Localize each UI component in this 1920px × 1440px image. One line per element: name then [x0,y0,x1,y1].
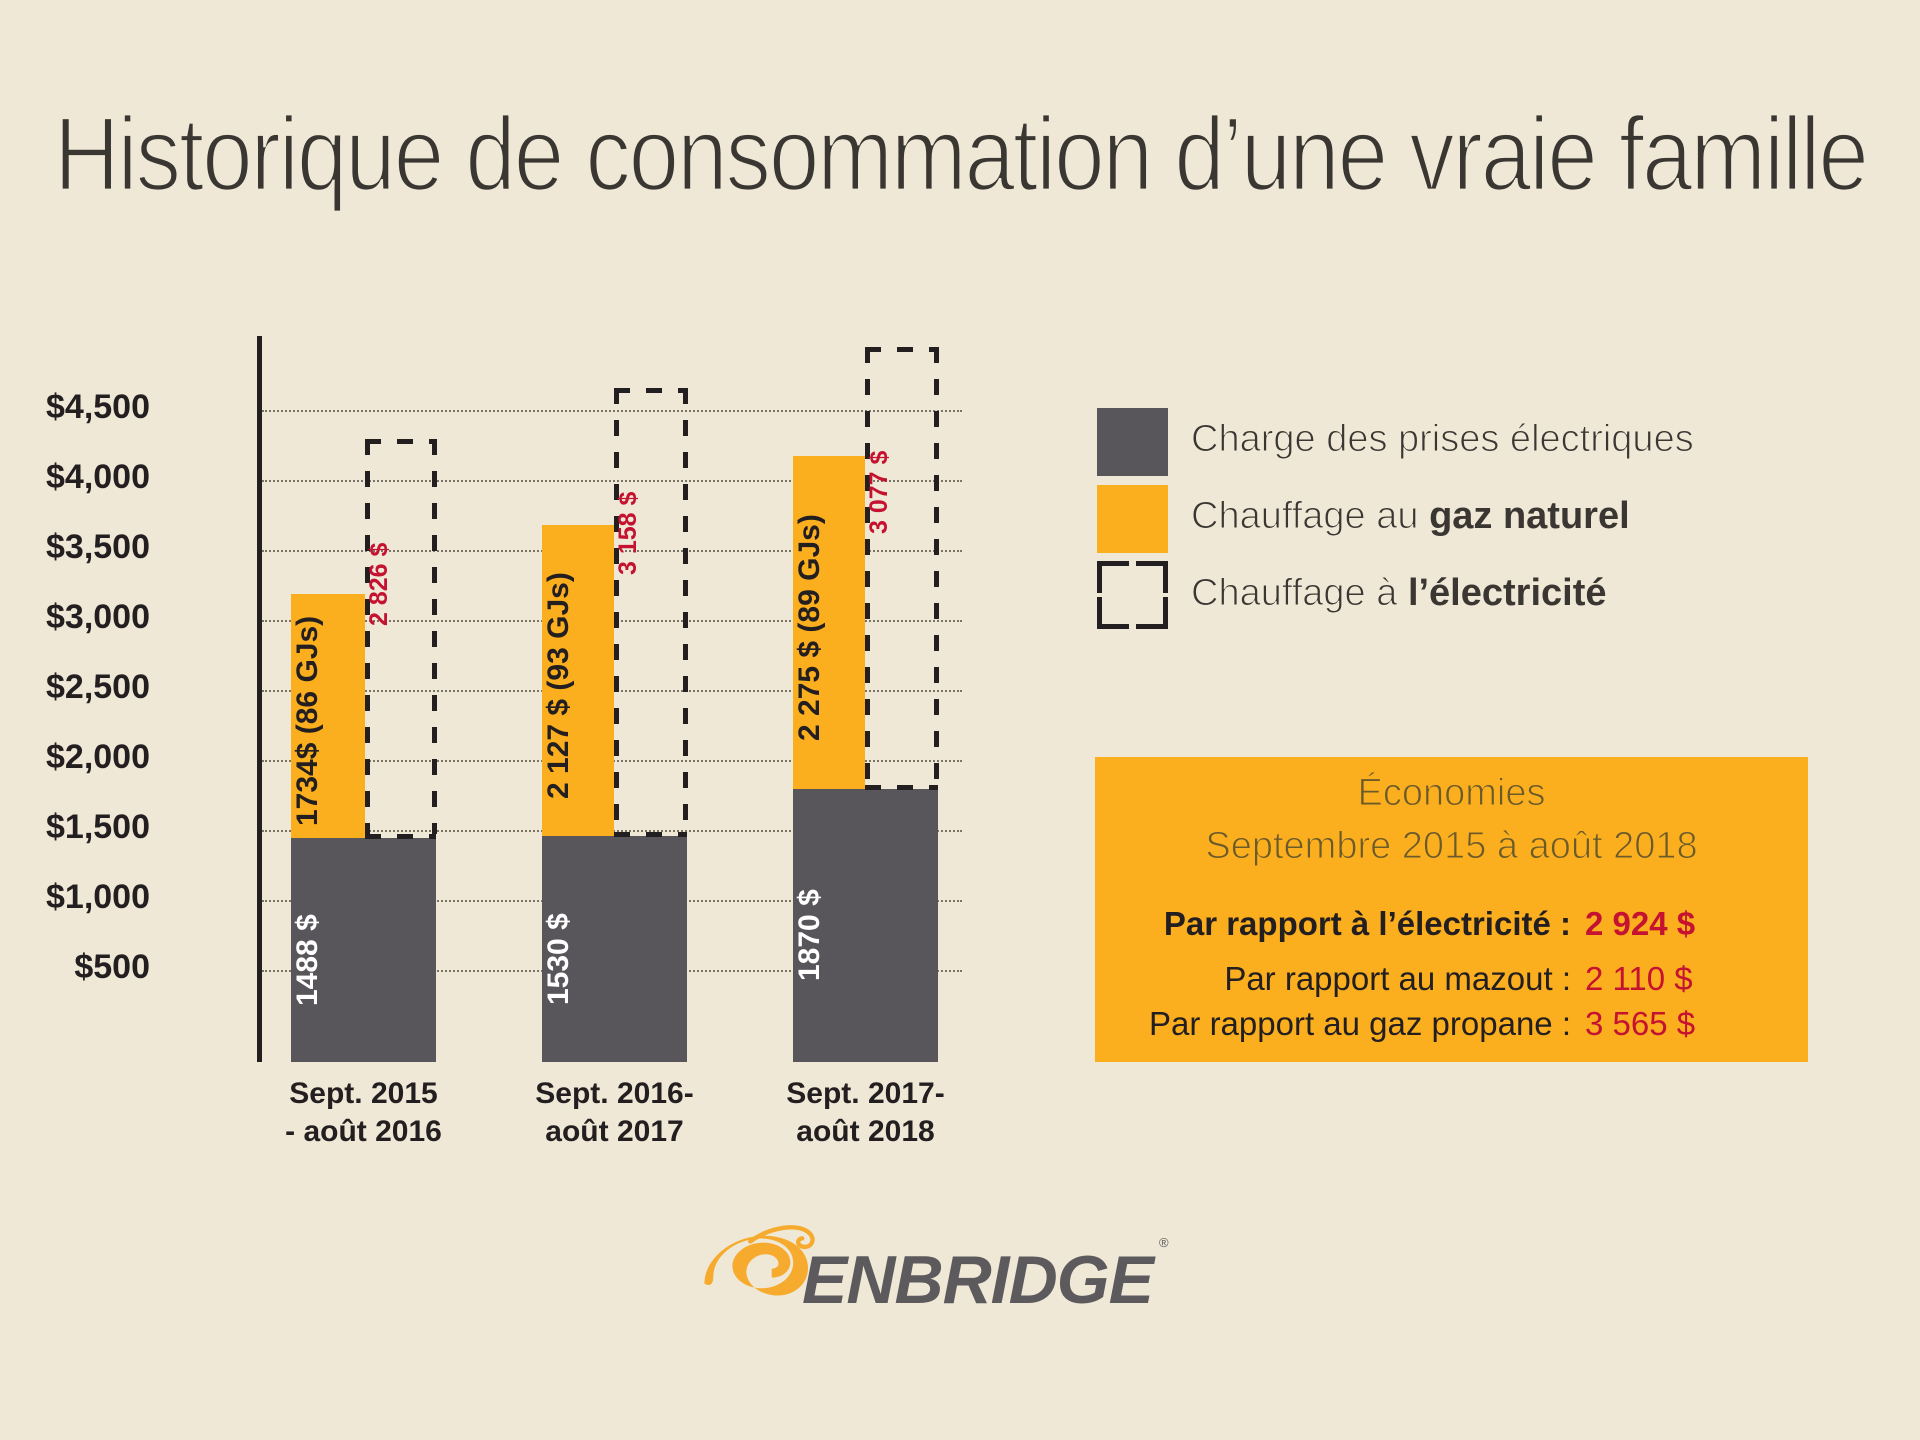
svg-text:®: ® [1159,1235,1169,1250]
svg-text:ENBRIDGE: ENBRIDGE [802,1242,1157,1318]
